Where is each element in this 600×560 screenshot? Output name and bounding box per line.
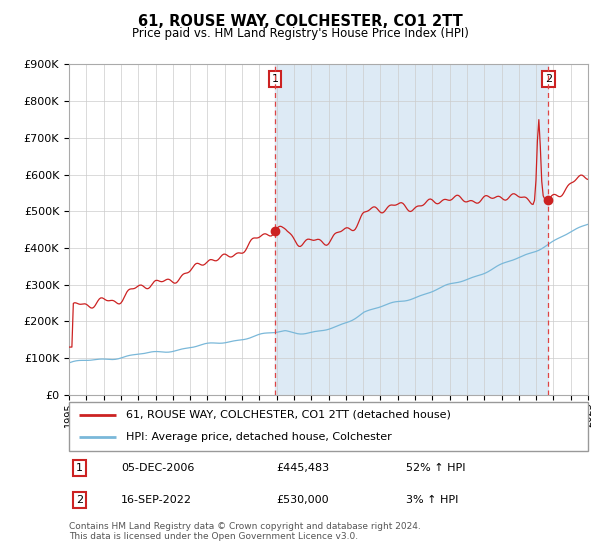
Text: 52% ↑ HPI: 52% ↑ HPI <box>406 463 466 473</box>
Text: 2: 2 <box>76 495 83 505</box>
Text: Contains HM Land Registry data © Crown copyright and database right 2024.
This d: Contains HM Land Registry data © Crown c… <box>69 522 421 542</box>
Text: 61, ROUSE WAY, COLCHESTER, CO1 2TT (detached house): 61, ROUSE WAY, COLCHESTER, CO1 2TT (deta… <box>126 410 451 420</box>
Text: 3% ↑ HPI: 3% ↑ HPI <box>406 495 459 505</box>
Text: £530,000: £530,000 <box>277 495 329 505</box>
Text: £445,483: £445,483 <box>277 463 330 473</box>
Text: 61, ROUSE WAY, COLCHESTER, CO1 2TT: 61, ROUSE WAY, COLCHESTER, CO1 2TT <box>137 14 463 29</box>
Text: 2: 2 <box>545 74 552 84</box>
Text: 05-DEC-2006: 05-DEC-2006 <box>121 463 194 473</box>
FancyBboxPatch shape <box>69 402 588 451</box>
Text: Price paid vs. HM Land Registry's House Price Index (HPI): Price paid vs. HM Land Registry's House … <box>131 27 469 40</box>
Text: 1: 1 <box>76 463 83 473</box>
Bar <box>275 64 548 395</box>
Text: HPI: Average price, detached house, Colchester: HPI: Average price, detached house, Colc… <box>126 432 392 442</box>
Text: 1: 1 <box>272 74 279 84</box>
Text: 16-SEP-2022: 16-SEP-2022 <box>121 495 192 505</box>
